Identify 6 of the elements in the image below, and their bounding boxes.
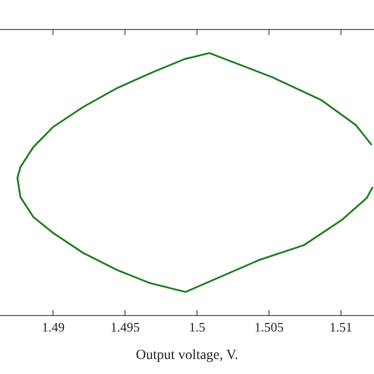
x-tick-label: 1.49 xyxy=(42,320,65,335)
x-tick-label: 1.495 xyxy=(110,320,140,335)
x-tick-label: 1.5 xyxy=(188,320,206,335)
x-tick-label: 1.51 xyxy=(330,320,352,335)
x-tick-label: 1.505 xyxy=(254,320,284,335)
x-axis-title: Output voltage, V. xyxy=(136,348,238,363)
